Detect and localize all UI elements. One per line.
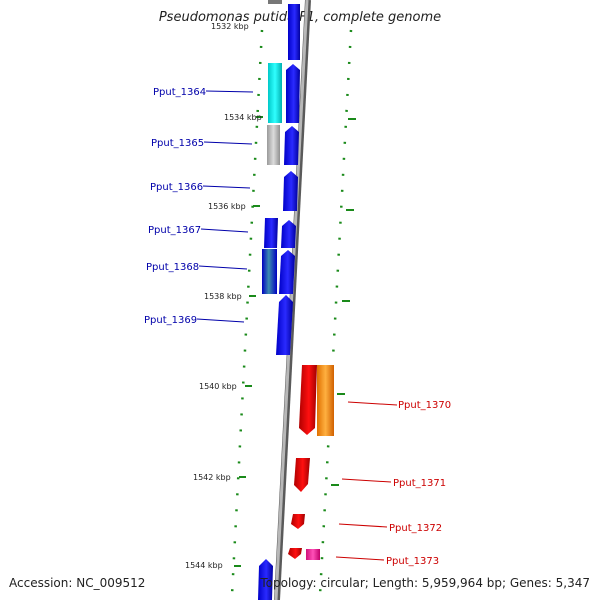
gene-pput-1365[interactable] xyxy=(284,126,299,165)
tick-1538 xyxy=(249,295,256,297)
leader-pput-1364 xyxy=(205,90,254,93)
leader-pput-1365 xyxy=(203,141,253,145)
tick-1542-outer xyxy=(331,484,339,486)
tick-1536 xyxy=(253,205,260,207)
label-pput-1365[interactable]: Pput_1365 xyxy=(151,138,204,149)
tick-1540-outer xyxy=(337,393,345,395)
gene-pput-1370[interactable] xyxy=(299,365,317,435)
label-pput-1370[interactable]: Pput_1370 xyxy=(398,400,451,411)
gene-pput-1371[interactable] xyxy=(294,458,310,492)
leader-pput-1366 xyxy=(202,185,251,189)
tick-1534-outer xyxy=(348,118,356,120)
gene-pput-1373-pink[interactable] xyxy=(306,549,320,560)
tick-1538-outer xyxy=(342,300,350,302)
kbp-label-1532: 1532 kbp xyxy=(211,22,249,31)
gene-bottom-blue[interactable] xyxy=(258,559,273,600)
accession-text: Accession: NC_009512 xyxy=(9,576,146,590)
kbp-label-1544: 1544 kbp xyxy=(185,561,223,570)
label-pput-1364[interactable]: Pput_1364 xyxy=(153,87,206,98)
gene-pput-1368-teal[interactable] xyxy=(262,249,277,294)
gene-pput-1365-grey[interactable] xyxy=(267,125,280,165)
gene-pput-1372[interactable] xyxy=(291,514,305,529)
gene-pput-1373[interactable] xyxy=(288,548,302,559)
gene-pput-1367-b[interactable] xyxy=(264,218,278,248)
leader-pput-1371 xyxy=(341,478,392,483)
kbp-label-1542: 1542 kbp xyxy=(193,473,231,482)
tick-1536-outer xyxy=(346,209,354,211)
gene-pput-1367[interactable] xyxy=(281,220,296,248)
gene-pput-1368[interactable] xyxy=(279,250,295,294)
gene-pput-1364[interactable] xyxy=(286,64,300,123)
gene-pput-1369[interactable] xyxy=(276,295,293,355)
kbp-label-1534: 1534 kbp xyxy=(224,113,262,122)
label-pput-1369[interactable]: Pput_1369 xyxy=(144,315,197,326)
leader-pput-1367 xyxy=(200,228,249,233)
gene-pput-1370-orange[interactable] xyxy=(317,365,334,436)
gene-pput-1366[interactable] xyxy=(283,171,298,211)
label-pput-1371[interactable]: Pput_1371 xyxy=(393,478,446,489)
leader-pput-1372 xyxy=(338,523,388,528)
kbp-label-1540: 1540 kbp xyxy=(199,382,237,391)
leader-pput-1373 xyxy=(335,556,385,561)
leader-pput-1369 xyxy=(196,318,245,323)
leader-pput-1370 xyxy=(347,401,398,406)
label-pput-1373[interactable]: Pput_1373 xyxy=(386,556,439,567)
backbone xyxy=(274,0,309,600)
kbp-label-1538: 1538 kbp xyxy=(204,292,242,301)
leader-pput-1368 xyxy=(198,265,248,270)
topology-text: Topology: circular; Length: 5,959,964 bp… xyxy=(260,576,590,590)
outer-guide-dots xyxy=(318,29,353,596)
gene-partial-top-grey[interactable] xyxy=(268,0,282,4)
kbp-ticks xyxy=(234,116,356,567)
tick-1534 xyxy=(256,116,263,118)
label-pput-1366[interactable]: Pput_1366 xyxy=(150,182,203,193)
label-pput-1372[interactable]: Pput_1372 xyxy=(389,523,442,534)
gene-partial-top[interactable] xyxy=(288,4,300,60)
tick-1540 xyxy=(245,385,252,387)
gene-pput-1364-cyan[interactable] xyxy=(268,63,282,123)
label-pput-1368[interactable]: Pput_1368 xyxy=(146,262,199,273)
tick-1542 xyxy=(239,476,246,478)
kbp-label-1536: 1536 kbp xyxy=(208,202,246,211)
label-pput-1367[interactable]: Pput_1367 xyxy=(148,225,201,236)
tick-1544 xyxy=(234,565,241,567)
